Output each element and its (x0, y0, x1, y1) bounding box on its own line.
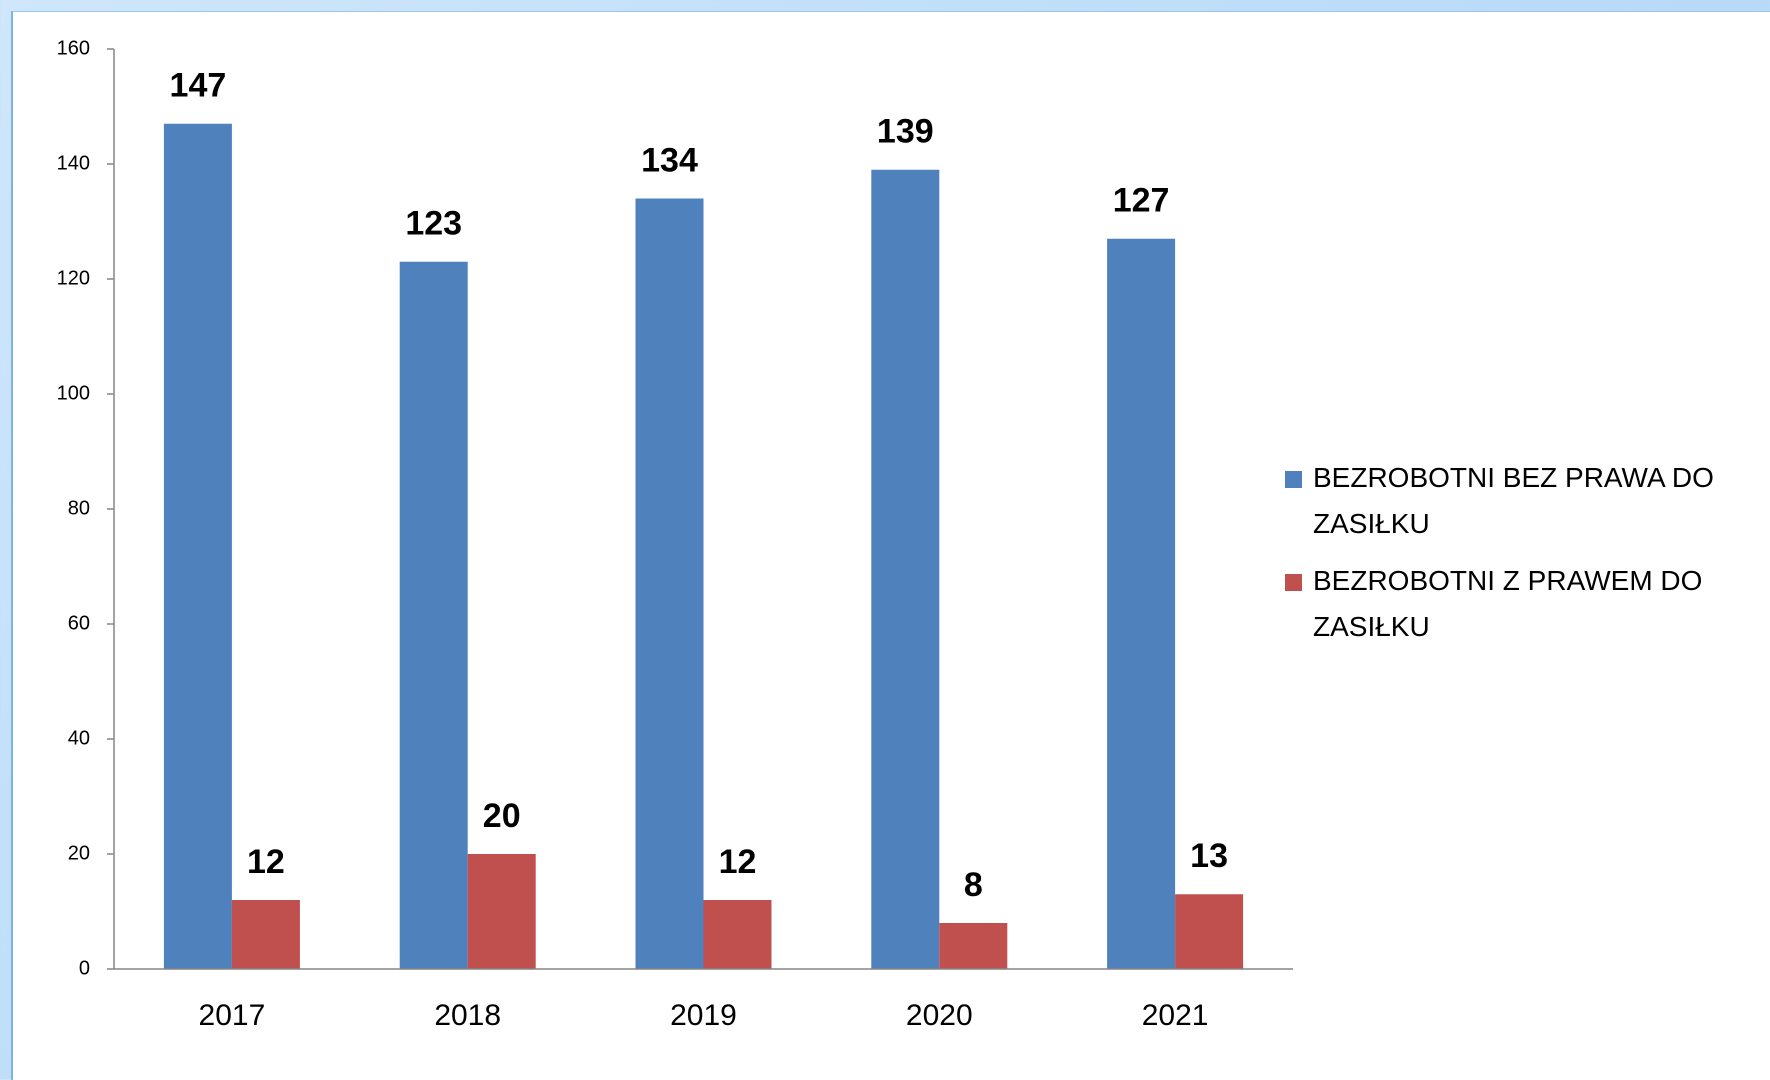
y-tick-label: 120 (57, 267, 90, 289)
bar (467, 854, 536, 969)
bar (163, 123, 232, 969)
x-tick-label: 2021 (1142, 999, 1209, 1032)
value-label: 123 (405, 205, 462, 243)
legend-label: BEZROBOTNI BEZ PRAWA DO ZASIŁKU (1313, 462, 1714, 539)
x-tick-label: 2020 (906, 999, 973, 1032)
y-tick-label: 160 (57, 37, 90, 59)
bar (1107, 238, 1176, 969)
value-label: 139 (877, 113, 934, 151)
y-tick-label: 100 (57, 382, 90, 404)
bar (871, 169, 940, 969)
bar (231, 900, 300, 969)
legend-label: BEZROBOTNI Z PRAWEM DO ZASIŁKU (1313, 565, 1703, 642)
bar (939, 923, 1008, 969)
value-label: 134 (641, 141, 698, 179)
value-label: 13 (1190, 837, 1228, 875)
y-tick-label: 20 (68, 842, 90, 864)
y-tick-label: 80 (68, 497, 90, 519)
y-tick-label: 40 (68, 727, 90, 749)
x-tick-label: 2019 (670, 999, 737, 1032)
bar (703, 900, 772, 969)
bar (1175, 894, 1244, 969)
y-tick-label: 0 (79, 957, 90, 979)
value-label: 12 (247, 843, 285, 881)
bar (635, 198, 704, 969)
value-label: 12 (719, 843, 757, 881)
bar (399, 261, 468, 969)
x-tick-label: 2017 (199, 999, 266, 1032)
value-label: 127 (1113, 182, 1170, 220)
x-tick-label: 2018 (434, 999, 501, 1032)
legend-swatch (1285, 471, 1302, 488)
value-label: 20 (483, 797, 521, 835)
y-tick-label: 60 (68, 612, 90, 634)
y-tick-label: 140 (57, 152, 90, 174)
value-label: 147 (170, 67, 227, 105)
legend-swatch (1285, 574, 1302, 591)
value-label: 8 (964, 866, 983, 904)
